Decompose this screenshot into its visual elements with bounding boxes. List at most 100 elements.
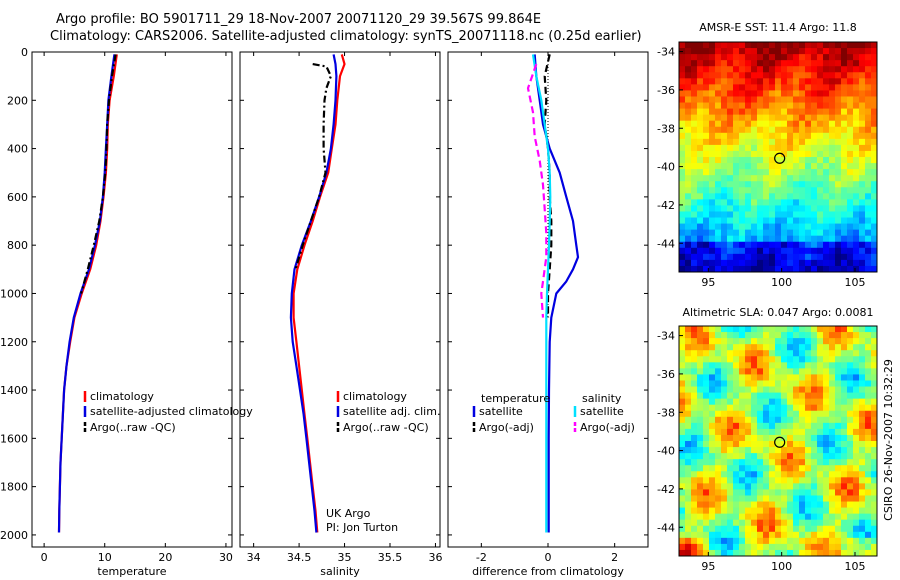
heatmap-cell — [823, 380, 830, 388]
heatmap-cell — [871, 434, 877, 442]
heatmap-cell — [679, 398, 686, 406]
heatmap-cell — [859, 410, 866, 418]
heatmap-cell — [757, 265, 764, 272]
heatmap-cell — [757, 181, 764, 188]
heatmap-cell — [799, 356, 806, 363]
heatmap-cell — [847, 362, 854, 369]
heatmap-cell — [859, 465, 866, 472]
heatmap-cell — [703, 519, 710, 527]
heatmap-cell — [733, 531, 740, 539]
heatmap-cell — [811, 114, 818, 122]
heatmap-cell — [691, 187, 698, 194]
legend-argo-label: Argo(..raw -QC) — [90, 421, 176, 434]
heatmap-cell — [781, 519, 788, 527]
heatmap-cell — [745, 66, 752, 73]
heatmap-cell — [727, 66, 734, 73]
heatmap-cell — [859, 235, 866, 243]
heatmap-cell — [685, 54, 692, 61]
heatmap-cell — [871, 513, 877, 521]
heatmap-cell — [703, 48, 710, 55]
heatmap-cell — [715, 471, 722, 478]
heatmap-cell — [751, 495, 758, 503]
heatmap-cell — [793, 60, 800, 67]
heatmap-cell — [715, 489, 722, 497]
heatmap-cell — [865, 72, 872, 79]
heatmap-cell — [853, 398, 860, 406]
heatmap-cell — [751, 193, 758, 200]
heatmap-cell — [763, 157, 770, 164]
heatmap-cell — [793, 247, 800, 255]
heatmap-cell — [841, 259, 848, 267]
heatmap-cell — [793, 428, 800, 436]
heatmap-cell — [775, 205, 782, 213]
heatmap-cell — [847, 114, 854, 122]
heatmap-cell — [781, 350, 788, 357]
heatmap-cell — [715, 96, 722, 104]
heatmap-cell — [829, 531, 836, 539]
heatmap-cell — [787, 175, 794, 182]
heatmap-cell — [739, 380, 746, 388]
heatmap-cell — [703, 205, 710, 213]
heatmap-cell — [835, 84, 842, 92]
heatmap-cell — [829, 465, 836, 472]
heatmap-cell — [811, 259, 818, 267]
heatmap-cell — [709, 211, 716, 219]
heatmap-cell — [841, 386, 848, 394]
heatmap-cell — [835, 344, 842, 351]
heatmap-cell — [841, 471, 848, 478]
heatmap-cell — [709, 350, 716, 357]
heatmap-cell — [727, 217, 734, 225]
heatmap-cell — [685, 259, 692, 267]
heatmap-cell — [751, 332, 758, 339]
heatmap-cell — [829, 441, 836, 448]
heatmap-cell — [841, 169, 848, 176]
heatmap-cell — [703, 72, 710, 79]
heatmap-cell — [769, 447, 776, 454]
heatmap-cell — [733, 374, 740, 382]
heatmap-cell — [799, 392, 806, 400]
heatmap-cell — [871, 163, 877, 170]
heatmap-cell — [799, 489, 806, 497]
heatmap-cell — [769, 338, 776, 345]
heatmap-cell — [811, 386, 818, 394]
heatmap-cell — [727, 223, 734, 231]
heatmap-cell — [757, 513, 764, 521]
y-tick-label: -34 — [657, 330, 675, 343]
heatmap-cell — [859, 259, 866, 267]
heatmap-cell — [859, 368, 866, 376]
heatmap-cell — [733, 404, 740, 412]
heatmap-cell — [799, 531, 806, 539]
heatmap-cell — [721, 217, 728, 225]
heatmap-cell — [727, 416, 734, 424]
heatmap-cell — [841, 362, 848, 369]
heatmap-cell — [871, 356, 877, 363]
heatmap-cell — [811, 84, 818, 92]
heatmap-cell — [835, 102, 842, 110]
heatmap-cell — [745, 102, 752, 110]
heatmap-cell — [727, 495, 734, 503]
heatmap-cell — [781, 181, 788, 188]
heatmap-cell — [841, 483, 848, 491]
heatmap-cell — [853, 241, 860, 249]
heatmap-cell — [709, 48, 716, 55]
heatmap-cell — [679, 90, 686, 98]
heatmap-cell — [757, 489, 764, 497]
heatmap-cell — [793, 356, 800, 363]
heatmap-cell — [745, 199, 752, 207]
heatmap-cell — [745, 519, 752, 527]
heatmap-cell — [721, 102, 728, 110]
heatmap-cell — [715, 60, 722, 67]
heatmap-cell — [799, 338, 806, 345]
heatmap-cell — [829, 386, 836, 394]
heatmap-cell — [739, 181, 746, 188]
heatmap-cell — [871, 169, 877, 176]
heatmap-cell — [823, 489, 830, 497]
heatmap-cell — [691, 386, 698, 394]
heatmap-cell — [805, 144, 812, 152]
heatmap-cell — [859, 175, 866, 182]
heatmap-cell — [805, 447, 812, 454]
heatmap-cell — [781, 120, 788, 128]
heatmap-cell — [769, 483, 776, 491]
series-line-0 — [533, 54, 580, 533]
legend-row-2-label: Argo(..raw -QC) — [343, 421, 429, 434]
